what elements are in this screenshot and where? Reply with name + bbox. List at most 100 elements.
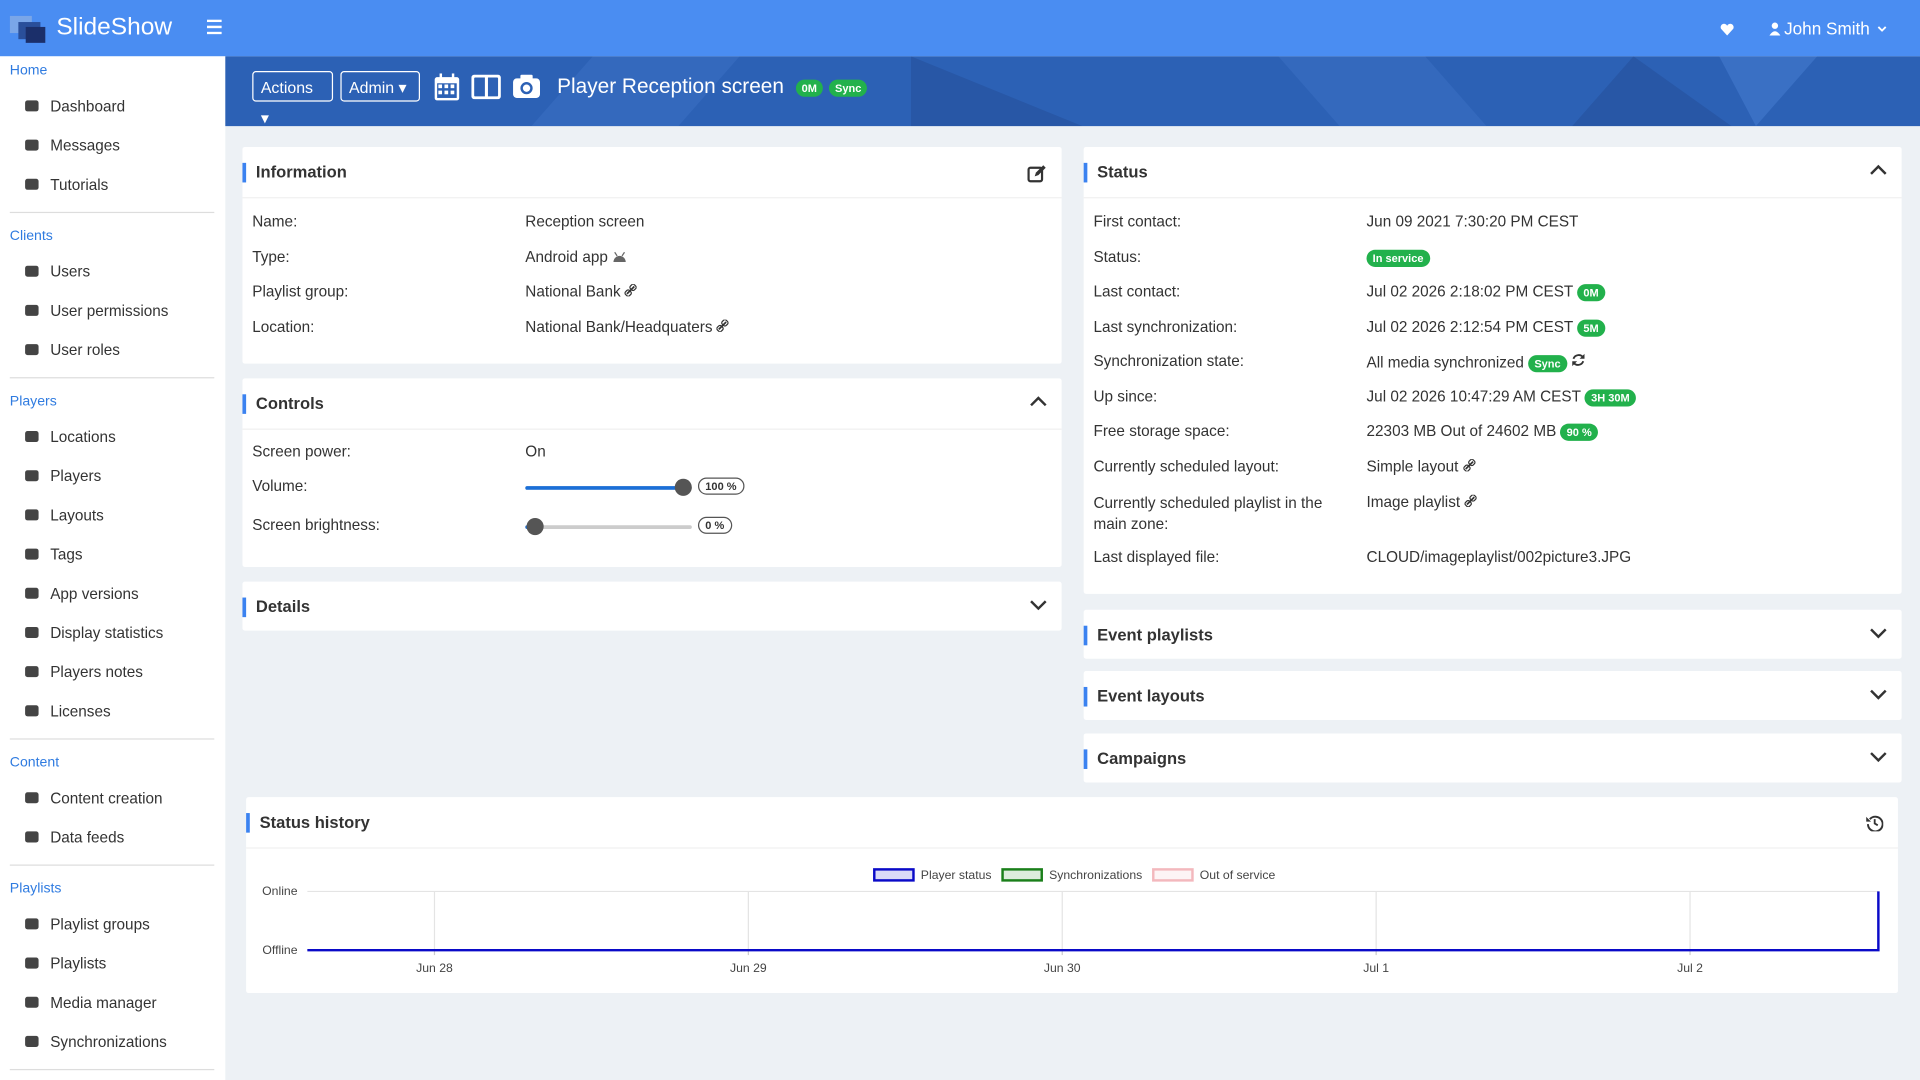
legend-swatch[interactable] [1001, 868, 1043, 882]
legend-label[interactable]: Synchronizations [1049, 868, 1142, 882]
nav-item[interactable]: Players [50, 467, 102, 485]
actions-button[interactable]: Actions ▾ [252, 71, 334, 126]
information-card: Information Name: Reception screen Type:… [242, 146, 1062, 364]
page-title: Player Reception screen 0M Sync [557, 75, 868, 99]
nav-item[interactable]: Media manager [50, 994, 157, 1012]
field-link[interactable]: Image playlist [1366, 493, 1461, 511]
brand[interactable]: SlideShow [56, 13, 173, 41]
field-value: Jul 02 2026 10:47:29 AM CEST 3H 30M [1367, 388, 1636, 407]
card-header: Details [242, 582, 1061, 632]
expand-toggle[interactable] [1870, 751, 1887, 763]
field-text: All media synchronized [1366, 353, 1524, 372]
nav-icon [25, 470, 39, 482]
field-label: Synchronization state: [1093, 352, 1245, 370]
layout-icon[interactable] [471, 74, 501, 100]
calendar-icon[interactable] [433, 72, 460, 101]
slider-knob[interactable] [674, 478, 692, 496]
logo [9, 15, 46, 43]
admin-button[interactable]: Admin ▾ [340, 71, 420, 102]
nav-item[interactable]: Playlist groups [50, 915, 150, 934]
camera-icon[interactable] [512, 73, 541, 99]
panel-card[interactable]: Event playlists [1083, 609, 1902, 659]
field-link[interactable]: Simple layout [1366, 457, 1459, 476]
field-link[interactable]: National Bank/Headquaters [525, 318, 713, 336]
badge: Sync [828, 78, 868, 97]
section-header[interactable]: Home [9, 63, 48, 79]
panel-card[interactable]: Campaigns [1083, 733, 1902, 783]
link-icon[interactable] [1462, 458, 1476, 472]
icon-shape [25, 705, 39, 717]
icon-shape [25, 957, 39, 969]
nav-item[interactable]: Synchronizations [50, 1033, 167, 1051]
legend-label[interactable]: Player status [921, 868, 992, 882]
accent-bar [1083, 625, 1088, 646]
panel-card[interactable]: Event layouts [1083, 671, 1902, 720]
nav-item[interactable]: Locations [50, 428, 116, 446]
volume-slider[interactable]: 100 % [525, 476, 758, 498]
badge: 90 % [1560, 423, 1598, 441]
field-value: National Bank [525, 282, 638, 300]
slider-knob[interactable] [526, 517, 544, 536]
field-link[interactable]: National Bank [525, 282, 621, 300]
legend-swatch[interactable] [1152, 868, 1194, 882]
card-title: Controls [255, 394, 324, 413]
icon-shape [25, 1035, 39, 1047]
y-tick-label: Offline [262, 943, 297, 957]
nav-item[interactable]: User roles [50, 341, 120, 359]
nav-item[interactable]: Players notes [50, 663, 143, 681]
card-header: Controls [242, 378, 1062, 430]
nav-item[interactable]: Layouts [50, 506, 104, 525]
history-icon[interactable] [1866, 814, 1884, 832]
nav-item[interactable]: Dashboard [50, 97, 126, 116]
nav-icon [25, 100, 39, 112]
separator [9, 738, 215, 740]
icon-shape [25, 100, 39, 112]
favorite-icon[interactable] [1720, 23, 1734, 36]
nav-item[interactable]: Data feeds [50, 828, 125, 847]
nav-icon [25, 957, 39, 969]
brightness-slider[interactable]: 0 % [525, 516, 758, 538]
nav-item[interactable]: Licenses [50, 702, 111, 720]
section-header[interactable]: Content [9, 755, 60, 771]
nav-item[interactable]: Tutorials [50, 176, 109, 194]
nav-item[interactable]: Tags [50, 546, 83, 564]
nav-item[interactable]: Content creation [50, 789, 163, 807]
expand-toggle[interactable] [1030, 599, 1047, 611]
link-icon[interactable] [1464, 494, 1477, 508]
field-value: Simple layout [1366, 457, 1476, 476]
x-tick-label: Jul 2 [1677, 961, 1703, 975]
nav-item[interactable]: User permissions [50, 302, 169, 320]
field-value: In service [1366, 249, 1430, 267]
nav-item[interactable]: Users [50, 263, 91, 281]
legend-label[interactable]: Out of service [1200, 868, 1276, 882]
badge: Sync [1528, 354, 1567, 372]
android-icon [613, 251, 626, 263]
collapse-toggle[interactable] [1870, 164, 1887, 176]
field-value: Image playlist [1366, 493, 1477, 511]
nav-item[interactable]: Messages [50, 137, 120, 155]
legend-swatch[interactable] [873, 868, 915, 882]
icon-shape [25, 431, 39, 443]
expand-toggle[interactable] [1870, 688, 1887, 700]
refresh-icon[interactable] [1571, 353, 1586, 368]
section-header[interactable]: Players [9, 394, 57, 409]
section-header[interactable]: Playlists [9, 881, 62, 897]
icon-shape [25, 265, 39, 277]
section-header[interactable]: Clients [9, 228, 53, 244]
nav-item[interactable]: App versions [50, 585, 139, 603]
edit-icon[interactable] [1027, 164, 1047, 183]
card-title: Event playlists [1097, 625, 1213, 645]
link-icon[interactable] [716, 319, 730, 333]
user-menu[interactable]: John Smith [1784, 18, 1870, 38]
details-card[interactable]: Details [242, 581, 1062, 632]
field-label: Last displayed file: [1093, 548, 1220, 566]
nav-item[interactable]: Playlists [50, 955, 107, 973]
collapse-toggle[interactable] [1030, 396, 1047, 408]
icon-shape [25, 792, 39, 804]
nav-icon [25, 666, 39, 678]
menu-toggle[interactable] [206, 19, 223, 35]
nav-icon [25, 626, 39, 638]
nav-item[interactable]: Display statistics [50, 624, 164, 642]
link-icon[interactable] [624, 283, 638, 297]
expand-toggle[interactable] [1870, 627, 1887, 639]
